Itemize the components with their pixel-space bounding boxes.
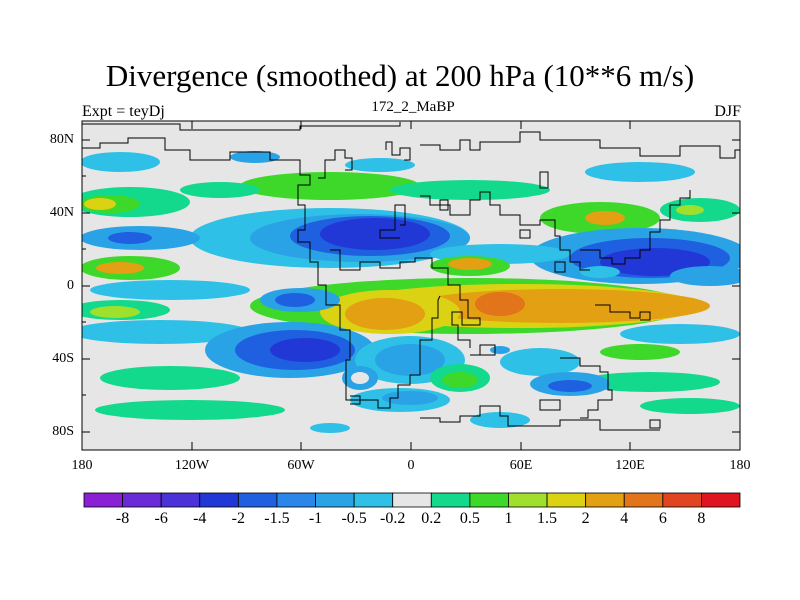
region-negative <box>275 293 315 307</box>
colorbar-swatch <box>83 492 123 508</box>
colorbar-label: 0.5 <box>459 510 480 527</box>
x-tick-label: 60W <box>287 458 315 473</box>
region-negative <box>670 266 740 286</box>
y-tick-label: 80N <box>49 132 74 147</box>
season-label: DJF <box>714 103 741 120</box>
colorbar <box>83 492 741 508</box>
region-negative <box>548 380 592 392</box>
region-negative <box>310 423 350 433</box>
colorbar-label: -6 <box>154 510 168 527</box>
colorbar-swatch <box>585 492 625 508</box>
region-negative <box>345 158 415 172</box>
colorbar-swatch <box>623 492 664 508</box>
region-negative <box>108 232 152 244</box>
colorbar-label: 4 <box>620 510 629 527</box>
run-label: 172_2_MaBP <box>371 99 455 115</box>
region-positive <box>442 372 478 388</box>
x-tick-label: 180 <box>729 458 751 473</box>
x-tick-label: 0 <box>407 458 415 473</box>
colorbar-label: 8 <box>697 510 706 527</box>
region-positive <box>90 306 140 318</box>
region-negative <box>320 218 430 250</box>
region-positive <box>180 182 260 198</box>
colorbar-swatch <box>546 492 587 508</box>
region-negative <box>375 344 445 376</box>
region-negative <box>382 391 438 405</box>
region-positive <box>600 344 680 360</box>
colorbar-label: 6 <box>658 510 667 527</box>
colorbar-swatch <box>662 492 702 508</box>
x-tick-label: 120E <box>615 458 645 473</box>
region-positive <box>475 292 525 316</box>
region-positive <box>390 180 550 200</box>
experiment-label: Expt = teyDj <box>82 103 165 120</box>
colorbar-swatch <box>276 492 316 508</box>
y-tick-label: 40N <box>49 205 74 220</box>
region-positive <box>100 366 240 390</box>
coastlines <box>82 122 740 431</box>
region-negative <box>585 162 695 182</box>
colorbar-swatch <box>353 492 394 508</box>
x-tick-marks <box>81 121 741 450</box>
y-tick-label: 0 <box>67 278 74 293</box>
colorbar-label: -2 <box>231 510 245 527</box>
colorbar-swatch <box>701 492 741 508</box>
region-negative <box>470 412 530 428</box>
region-neutral <box>351 372 369 384</box>
colorbar-label: -8 <box>115 510 130 527</box>
colorbar-label: 2 <box>581 510 590 527</box>
colorbar-swatch <box>430 492 471 508</box>
region-positive <box>345 298 425 330</box>
region-positive <box>96 262 144 274</box>
colorbar-label: 0.2 <box>421 510 442 527</box>
region-positive <box>580 372 720 392</box>
colorbar-label: 1.5 <box>537 510 558 527</box>
colorbar-label: 1 <box>504 510 513 527</box>
region-positive <box>448 258 492 270</box>
colorbar-swatch <box>122 492 162 508</box>
colorbar-swatch <box>237 492 278 508</box>
region-negative <box>500 348 580 376</box>
y-tick-label: 80S <box>52 424 74 439</box>
region-negative <box>230 151 280 163</box>
colorbar-swatch <box>508 492 548 508</box>
colorbar-swatch <box>199 492 239 508</box>
x-tick-label: 60E <box>509 458 533 473</box>
region-positive <box>585 211 625 225</box>
colorbar-swatch <box>315 492 355 508</box>
region-positive <box>95 400 285 420</box>
y-tick-label: 40S <box>52 351 74 366</box>
region-negative <box>620 324 740 344</box>
colorbar-label: -1.5 <box>264 510 290 527</box>
colorbar-label: -0.2 <box>380 510 406 527</box>
region-positive <box>640 398 740 414</box>
region-negative <box>82 152 160 172</box>
region-positive <box>84 198 116 210</box>
colorbar-swatch <box>469 492 509 508</box>
x-tick-label: 120W <box>174 458 210 473</box>
colorbar-label: -4 <box>193 510 207 527</box>
colorbar-swatch <box>392 492 432 508</box>
region-negative <box>490 346 510 354</box>
region-negative <box>82 320 250 344</box>
region-negative <box>580 266 620 278</box>
x-tick-label: 180 <box>71 458 93 473</box>
divergence-field <box>82 121 740 450</box>
colorbar-label: -0.5 <box>341 510 367 527</box>
plot-title: Divergence (smoothed) at 200 hPa (10**6 … <box>105 58 695 93</box>
region-positive <box>240 172 420 200</box>
region-positive <box>676 205 704 215</box>
y-tick-marks <box>82 139 740 433</box>
region-negative <box>90 280 250 300</box>
region-negative <box>270 338 340 362</box>
colorbar-swatch <box>160 492 201 508</box>
colorbar-label: -1 <box>308 510 323 527</box>
